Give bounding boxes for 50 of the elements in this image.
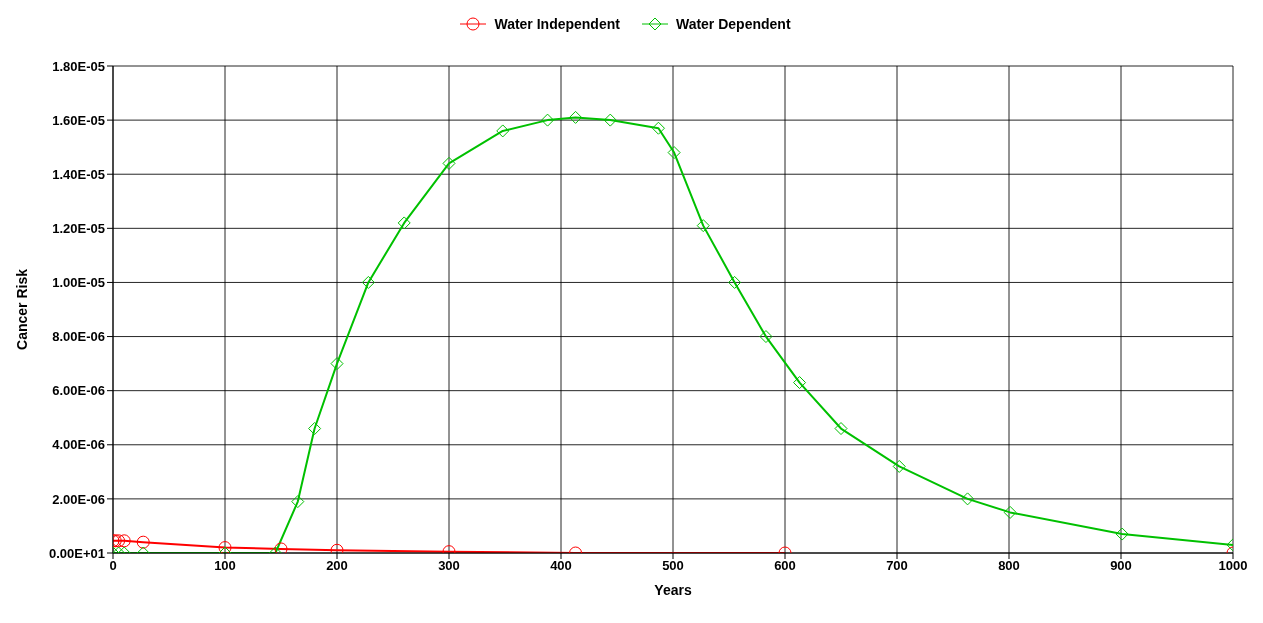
x-tick-label: 900	[1110, 558, 1132, 574]
point	[603, 113, 617, 127]
x-tick-label: 300	[438, 558, 460, 574]
point	[397, 216, 411, 230]
point	[651, 121, 665, 135]
point	[892, 459, 906, 473]
x-tick-label: 400	[550, 558, 572, 574]
y-tick-label: 1.60E-05	[52, 112, 105, 128]
point	[793, 376, 807, 390]
y-tick-label: 1.20E-05	[52, 220, 105, 236]
x-tick-label: 500	[662, 558, 684, 574]
y-tick-label: 8.00E-06	[52, 329, 105, 345]
point	[541, 113, 555, 127]
point	[834, 422, 848, 436]
legend-label: Water Independent	[494, 16, 620, 32]
point	[330, 357, 344, 371]
point	[218, 541, 232, 553]
point	[1115, 527, 1129, 541]
point	[136, 535, 150, 549]
point	[274, 542, 288, 553]
x-tick-label: 100	[214, 558, 236, 574]
point	[1003, 505, 1017, 519]
point	[442, 156, 456, 170]
y-tick-label: 1.00E-05	[52, 275, 105, 291]
point	[361, 275, 375, 289]
y-axis-title: Cancer Risk	[13, 268, 30, 350]
point	[569, 110, 583, 124]
y-tick-label: 2.00E-06	[52, 491, 105, 507]
point	[308, 422, 322, 436]
y-tick-label: 1.40E-05	[52, 166, 105, 182]
x-axis-title: Years	[654, 582, 692, 598]
point	[696, 219, 710, 233]
point	[496, 124, 510, 138]
point	[759, 330, 773, 344]
x-tick-label: 700	[886, 558, 908, 574]
point	[117, 534, 131, 548]
point	[291, 495, 305, 509]
legend-label: Water Dependent	[675, 16, 791, 32]
x-tick-label: 1000	[1218, 558, 1248, 574]
y-tick-label: 0.00E+01	[48, 545, 105, 561]
y-tick-label: 4.00E-06	[52, 437, 105, 453]
x-tick-label: 600	[774, 558, 796, 574]
point	[961, 492, 975, 506]
y-tick-label: 1.80E-05	[52, 58, 105, 74]
point	[667, 146, 681, 160]
x-tick-label: 200	[326, 558, 348, 574]
point	[728, 275, 742, 289]
y-tick-label: 6.00E-06	[52, 383, 105, 399]
x-tick-label: 0	[109, 558, 117, 574]
x-tick-label: 800	[998, 558, 1020, 574]
